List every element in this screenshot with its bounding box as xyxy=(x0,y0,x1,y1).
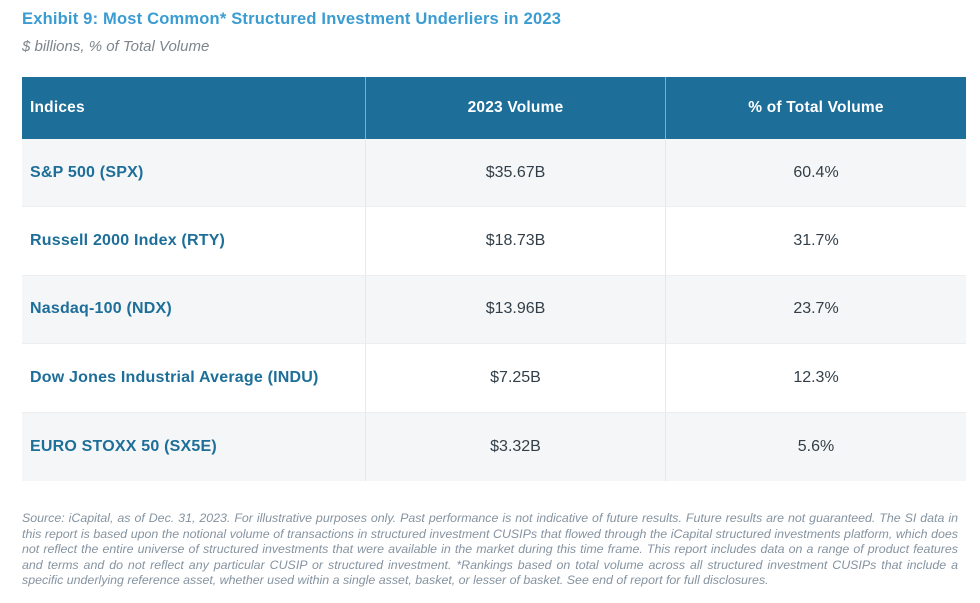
table-body: S&P 500 (SPX) $35.67B 60.4% Russell 2000… xyxy=(22,139,966,481)
volume-cell: $35.67B xyxy=(365,139,665,207)
exhibit-title: Exhibit 9: Most Common* Structured Inves… xyxy=(22,10,562,28)
pct-cell: 12.3% xyxy=(665,344,966,412)
pct-cell: 31.7% xyxy=(665,207,966,275)
exhibit-header: Exhibit 9: Most Common* Structured Inves… xyxy=(0,0,980,56)
volume-cell: $13.96B xyxy=(365,275,665,344)
column-header-indices: Indices xyxy=(30,99,85,116)
volume-cell: $18.73B xyxy=(365,207,665,275)
table-row-spx: S&P 500 (SPX) $35.67B 60.4% xyxy=(22,139,966,208)
table-row-indu: Dow Jones Industrial Average (INDU) $7.2… xyxy=(22,344,966,413)
column-header-pct-of-total-volume: % of Total Volume xyxy=(665,77,966,139)
underliers-table: Indices 2023 Volume % of Total Volume S&… xyxy=(22,77,966,481)
source-footnote: Source: iCapital, as of Dec. 31, 2023. F… xyxy=(22,510,958,588)
table-row-ndx: Nasdaq-100 (NDX) $13.96B 23.7% xyxy=(22,275,966,345)
pct-cell: 23.7% xyxy=(665,275,966,344)
index-name-cell: Dow Jones Industrial Average (INDU) xyxy=(30,368,319,386)
volume-cell: $3.32B xyxy=(365,412,665,481)
table-row-sx5e: EURO STOXX 50 (SX5E) $3.32B 5.6% xyxy=(22,412,966,481)
volume-cell: $7.25B xyxy=(365,344,665,412)
pct-cell: 60.4% xyxy=(665,139,966,207)
pct-cell: 5.6% xyxy=(665,412,966,481)
index-name-cell: Russell 2000 Index (RTY) xyxy=(30,232,226,250)
exhibit-subtitle: $ billions, % of Total Volume xyxy=(22,38,210,55)
index-name-cell: Nasdaq-100 (NDX) xyxy=(30,300,172,318)
table-row-rty: Russell 2000 Index (RTY) $18.73B 31.7% xyxy=(22,207,966,276)
index-name-cell: EURO STOXX 50 (SX5E) xyxy=(30,437,217,455)
index-name-cell: S&P 500 (SPX) xyxy=(30,163,144,181)
column-header-2023-volume: 2023 Volume xyxy=(365,77,665,139)
table-header-row: Indices 2023 Volume % of Total Volume xyxy=(22,77,966,139)
